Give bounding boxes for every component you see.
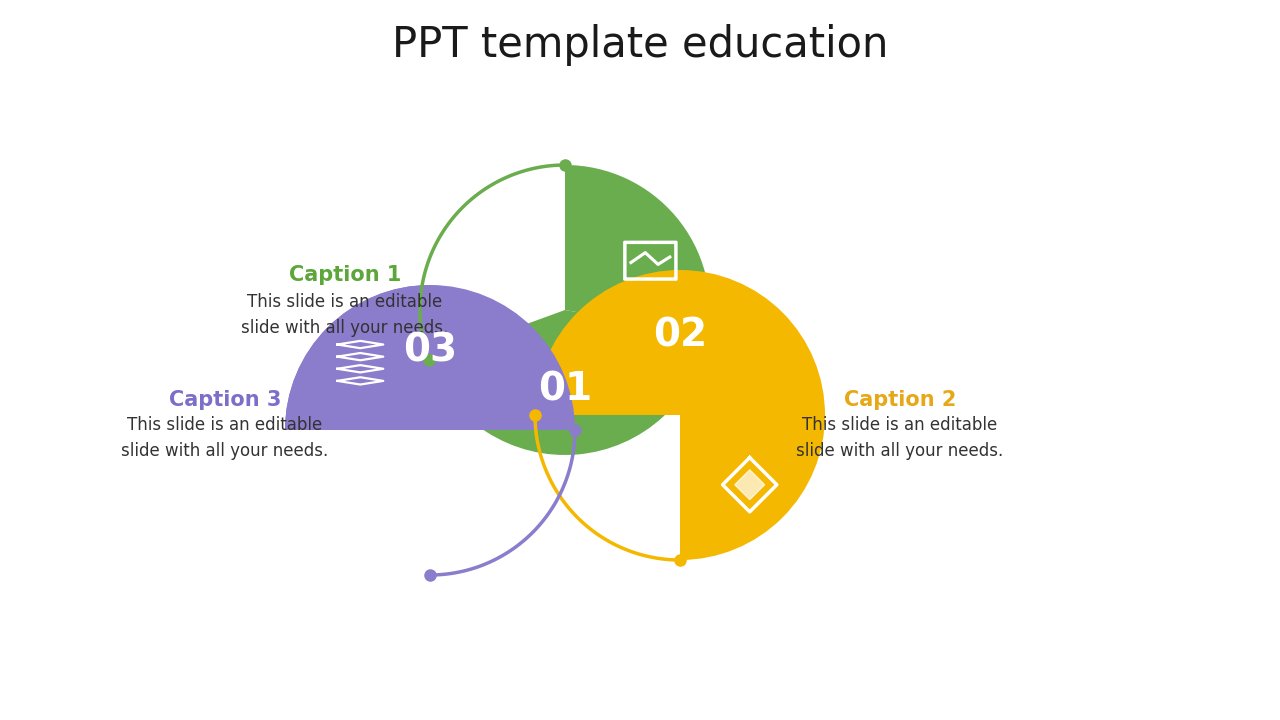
Wedge shape <box>285 285 575 430</box>
Text: This slide is an editable
slide with all your needs.: This slide is an editable slide with all… <box>242 293 448 337</box>
Polygon shape <box>735 470 764 500</box>
Text: This slide is an editable
slide with all your needs.: This slide is an editable slide with all… <box>122 416 329 460</box>
Text: 01: 01 <box>538 371 593 409</box>
Wedge shape <box>680 415 826 560</box>
Wedge shape <box>535 270 826 415</box>
Text: 02: 02 <box>653 316 707 354</box>
Wedge shape <box>564 165 710 336</box>
Text: Caption 3: Caption 3 <box>169 390 282 410</box>
Text: This slide is an editable
slide with all your needs.: This slide is an editable slide with all… <box>796 416 1004 460</box>
Text: Caption 2: Caption 2 <box>844 390 956 410</box>
Wedge shape <box>285 285 430 430</box>
Text: PPT template education: PPT template education <box>392 24 888 66</box>
Text: Caption 1: Caption 1 <box>289 265 401 285</box>
Wedge shape <box>429 310 708 455</box>
Text: 03: 03 <box>403 331 457 369</box>
